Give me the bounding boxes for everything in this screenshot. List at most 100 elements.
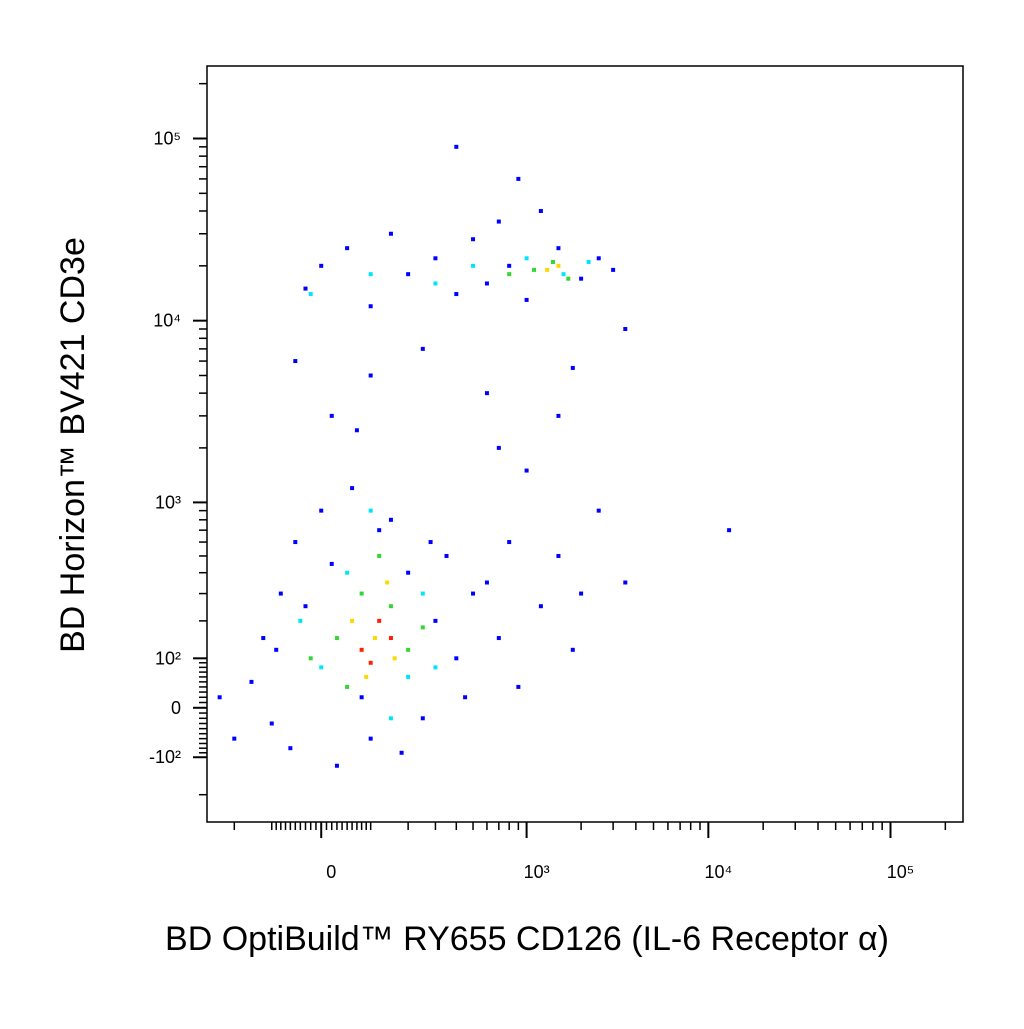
x-tick-label: 0 <box>326 862 336 882</box>
point <box>433 665 438 670</box>
point <box>388 231 393 236</box>
x-tick-label: 10⁵ <box>887 862 914 882</box>
point <box>388 517 393 522</box>
point <box>623 580 628 585</box>
point <box>364 674 369 679</box>
point <box>345 246 350 251</box>
point <box>556 553 561 558</box>
point <box>303 286 308 291</box>
point <box>727 528 732 533</box>
point <box>538 604 543 609</box>
point <box>372 636 377 641</box>
point <box>359 591 364 596</box>
point <box>556 263 561 268</box>
point <box>496 445 501 450</box>
point <box>556 246 561 251</box>
point <box>420 346 425 351</box>
point <box>463 695 468 700</box>
point <box>406 647 411 652</box>
point <box>496 636 501 641</box>
point <box>388 716 393 721</box>
point <box>308 292 313 297</box>
point <box>496 219 501 224</box>
point <box>368 660 373 665</box>
point <box>484 580 489 585</box>
point <box>420 591 425 596</box>
point <box>507 263 512 268</box>
point <box>388 636 393 641</box>
point <box>623 327 628 332</box>
point <box>570 365 575 370</box>
point <box>329 561 334 566</box>
point <box>368 373 373 378</box>
point <box>454 292 459 297</box>
point <box>524 256 529 261</box>
point <box>232 736 237 741</box>
point <box>359 647 364 652</box>
y-tick-label: 10⁴ <box>153 311 181 331</box>
point <box>420 625 425 630</box>
point <box>507 540 512 545</box>
point <box>484 281 489 286</box>
y-tick-label: 10⁵ <box>154 128 181 148</box>
point <box>319 508 324 513</box>
point <box>406 570 411 575</box>
point <box>545 267 550 272</box>
point <box>359 695 364 700</box>
point <box>471 263 476 268</box>
point <box>428 540 433 545</box>
point <box>350 618 355 623</box>
point <box>433 281 438 286</box>
point <box>303 604 308 609</box>
point <box>566 276 571 281</box>
points <box>217 144 732 768</box>
point <box>579 276 584 281</box>
x-axis-title: BD OptiBuild™ RY655 CD126 (IL-6 Receptor… <box>165 920 889 958</box>
point <box>293 540 298 545</box>
point <box>377 528 382 533</box>
y-tick-label: -10² <box>149 747 181 767</box>
point <box>319 665 324 670</box>
point <box>433 256 438 261</box>
point <box>516 176 521 181</box>
point <box>454 144 459 149</box>
point <box>551 259 556 264</box>
point <box>611 267 616 272</box>
point <box>385 580 390 585</box>
point <box>298 618 303 623</box>
x-tick-label: 10³ <box>524 862 550 882</box>
point <box>524 297 529 302</box>
point <box>319 263 324 268</box>
point <box>334 763 339 768</box>
point <box>586 259 591 264</box>
y-tick-label: 10² <box>155 648 181 668</box>
point <box>269 721 274 726</box>
point <box>399 750 404 755</box>
point <box>377 618 382 623</box>
y-tick-label: 10³ <box>155 492 181 512</box>
point <box>406 674 411 679</box>
point <box>556 413 561 418</box>
point <box>217 695 222 700</box>
point <box>454 656 459 661</box>
point <box>538 208 543 213</box>
plot-frame <box>206 65 964 823</box>
y-axis-title: BD Horizon™ BV421 CD3e <box>54 237 92 653</box>
point <box>524 468 529 473</box>
point <box>345 570 350 575</box>
point <box>471 591 476 596</box>
point <box>471 237 476 242</box>
point <box>350 486 355 491</box>
point <box>596 256 601 261</box>
x-tick-label: 10⁴ <box>704 862 732 882</box>
point <box>345 684 350 689</box>
point <box>274 647 279 652</box>
point <box>596 508 601 513</box>
point <box>278 591 283 596</box>
point <box>293 359 298 364</box>
point <box>406 272 411 277</box>
point <box>249 679 254 684</box>
point <box>354 428 359 433</box>
point <box>388 604 393 609</box>
